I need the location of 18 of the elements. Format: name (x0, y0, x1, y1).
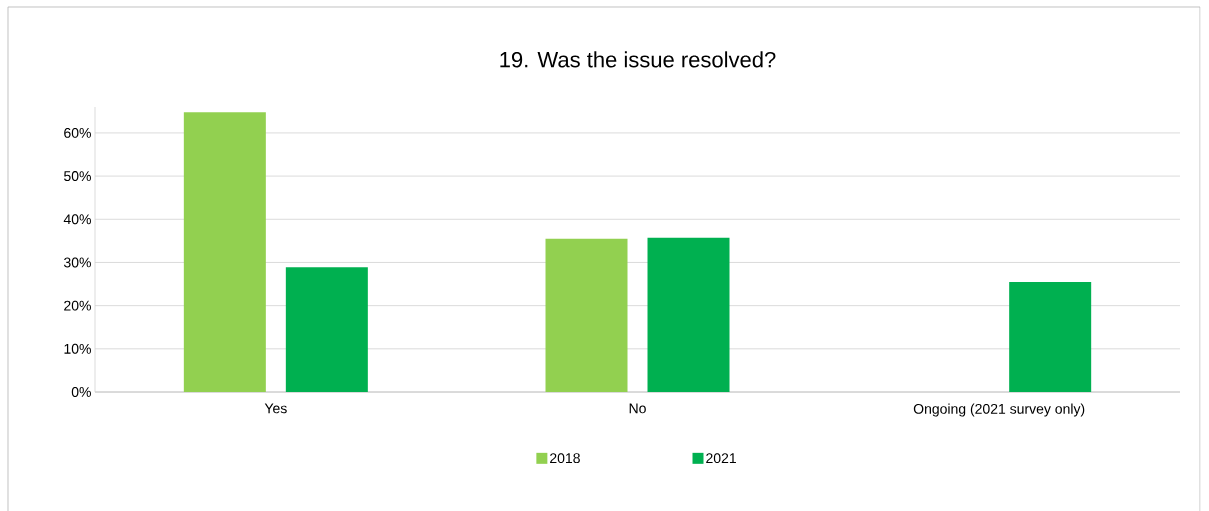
x-tick-label: No (629, 403, 646, 414)
x-tick-label: Ongoing (2021 survey only) (913, 403, 1085, 417)
legend-label: 2021 (706, 453, 736, 464)
legend-label: 2018 (550, 453, 580, 464)
y-tick-label: 30% (63, 257, 91, 268)
y-tick-label: 20% (64, 300, 91, 311)
y-tick-label: 40% (63, 214, 91, 225)
chart-title: 19. Was the issue resolved? (500, 51, 776, 68)
bar (285, 267, 368, 392)
y-tick-label: 10% (64, 343, 91, 354)
x-tick-label: Yes (264, 403, 287, 414)
bar (647, 237, 730, 392)
y-tick-label: 0% (71, 387, 91, 397)
bar (1009, 281, 1092, 392)
bar (545, 238, 628, 392)
y-tick-label: 60% (64, 127, 91, 138)
y-tick-label: 50% (64, 171, 91, 182)
bar (183, 112, 266, 392)
